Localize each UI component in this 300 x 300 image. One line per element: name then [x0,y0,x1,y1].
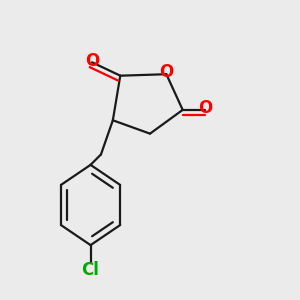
Text: O: O [159,63,173,81]
Text: Cl: Cl [82,261,100,279]
Text: O: O [85,52,99,70]
Text: O: O [198,99,212,117]
